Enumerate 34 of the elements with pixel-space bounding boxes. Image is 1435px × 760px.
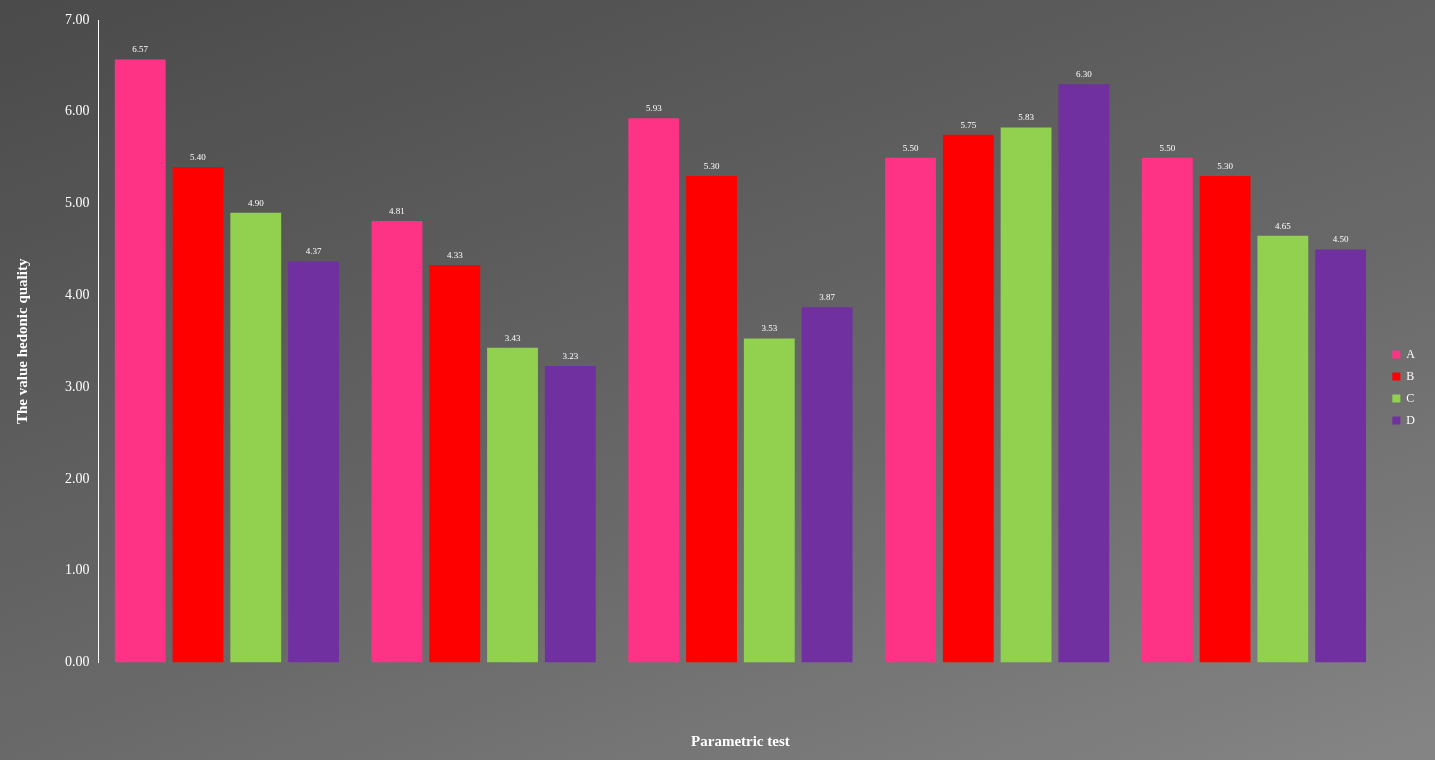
y-tick-label: 5.00 [65,195,90,211]
y-axis-title: The value hedonic quality [13,258,30,425]
data-label: 3.43 [504,332,521,343]
legend-label: C [1406,390,1415,405]
legend-label: D [1406,412,1416,427]
data-label: 6.30 [1075,69,1093,80]
y-tick-label: 7.00 [65,11,90,27]
y-tick-label: 2.00 [65,470,90,486]
x-axis-title: Parametric test [691,732,790,749]
y-tick-label: 0.00 [65,654,90,670]
y-tick-label: 6.00 [65,103,90,119]
y-tick-label: 3.00 [65,378,90,394]
data-label: 5.30 [703,160,720,171]
data-label: 5.75 [960,119,977,130]
data-label: 4.65 [1274,220,1292,231]
data-label: 4.37 [305,246,322,257]
data-label: 5.50 [902,142,919,153]
data-label: 5.83 [1018,112,1035,123]
data-label: 5.40 [190,151,207,162]
data-label: 5.93 [645,103,663,114]
data-label: 5.30 [1217,160,1234,171]
data-label: 4.33 [446,249,464,260]
data-label: 4.90 [247,197,265,208]
y-tick-label: 4.00 [65,287,90,303]
data-label: 5.50 [1159,142,1176,153]
data-label: 3.87 [819,292,836,303]
data-label: 3.53 [761,323,778,334]
data-label: 6.57 [132,44,149,55]
legend-label: A [1406,346,1416,361]
y-tick-label: 1.00 [65,562,90,578]
legend-label: B [1406,368,1415,383]
data-label: 4.81 [389,205,405,216]
data-label: 4.50 [1332,234,1349,245]
data-label: 3.23 [562,350,579,361]
